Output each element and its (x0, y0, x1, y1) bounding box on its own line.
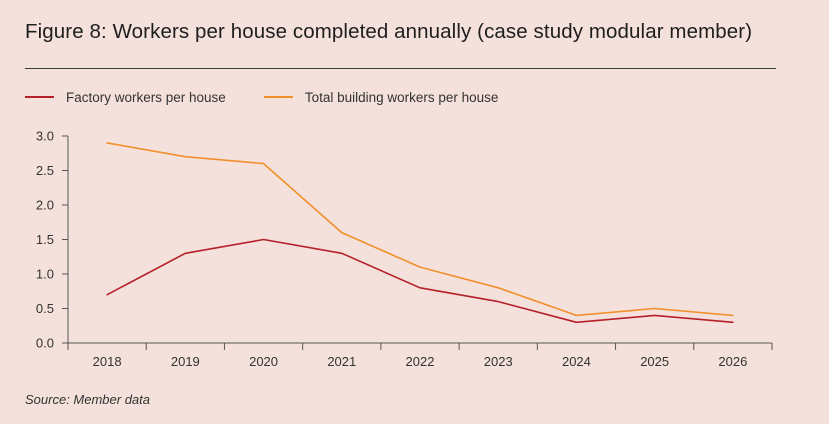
y-tick-label-2.0: 2.0 (36, 198, 54, 213)
series-line-total (106, 142, 734, 317)
x-tick-label-2019: 2019 (171, 354, 200, 369)
x-tick-label-2025: 2025 (640, 354, 669, 369)
legend-item-total: Total building workers per house (263, 89, 499, 105)
x-tick-label-2022: 2022 (406, 354, 435, 369)
y-tick-label-0.5: 0.5 (36, 301, 54, 316)
legend-swatch-factory (25, 96, 54, 98)
y-tick-label-3.0: 3.0 (36, 129, 54, 144)
x-tick-label-2020: 2020 (249, 354, 278, 369)
legend-label-total: Total building workers per house (304, 89, 499, 105)
legend-label-factory: Factory workers per house (66, 89, 226, 105)
series-line-factory (106, 238, 734, 324)
chart-title: Figure 8: Workers per house completed an… (25, 20, 753, 43)
y-tick-label-2.5: 2.5 (36, 163, 54, 178)
y-tick-label-1.0: 1.0 (36, 267, 54, 282)
source-note: Source: Member data (25, 392, 151, 407)
y-tick-label-0.0: 0.0 (36, 336, 54, 351)
title-divider (25, 68, 776, 69)
x-tick-label-2023: 2023 (484, 354, 513, 369)
y-tick-label-1.5: 1.5 (36, 232, 54, 247)
legend-item-factory: Factory workers per house (25, 90, 226, 105)
x-tick-label-2021: 2021 (327, 354, 356, 369)
x-tick-label-2026: 2026 (718, 354, 747, 369)
chart-legend: Factory workers per house Total building… (25, 88, 536, 106)
legend-swatch-total (263, 96, 293, 98)
x-tick-label-2018: 2018 (93, 354, 122, 369)
x-tick-label-2024: 2024 (562, 354, 591, 369)
